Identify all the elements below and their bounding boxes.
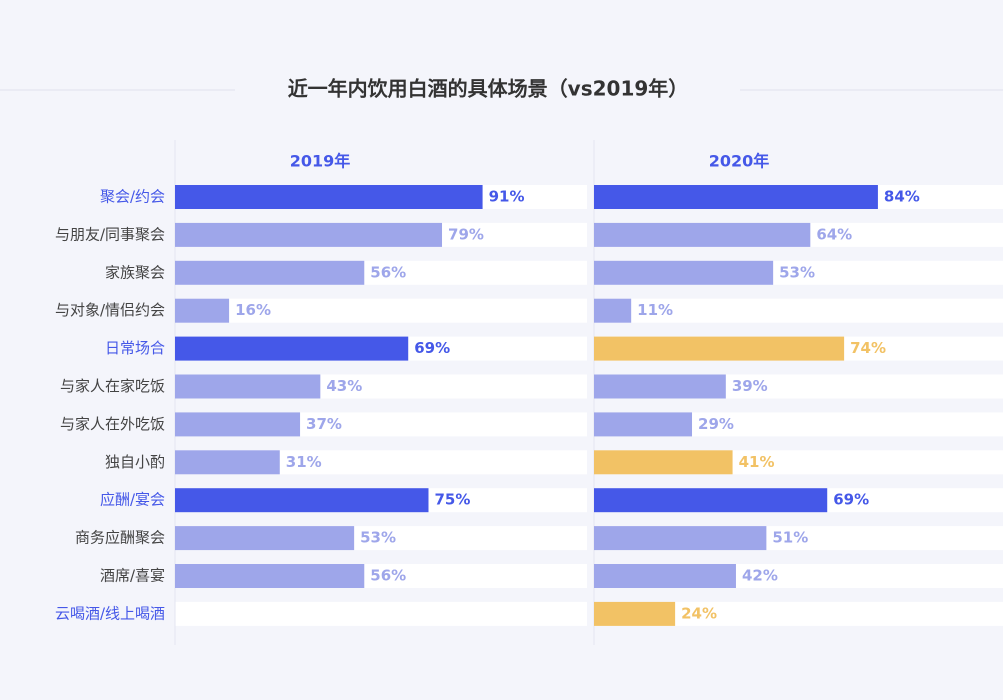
row-stripe xyxy=(175,601,587,626)
value-label: 53% xyxy=(360,529,396,547)
value-label: 41% xyxy=(739,453,775,471)
category-label: 日常场合 xyxy=(105,339,165,357)
bar xyxy=(594,222,811,247)
value-label: 37% xyxy=(306,415,342,433)
bar xyxy=(175,412,301,437)
bar xyxy=(594,260,774,285)
bar xyxy=(175,260,365,285)
value-label: 56% xyxy=(370,263,406,281)
panel-header: 2019年 xyxy=(290,152,351,171)
bar xyxy=(175,450,280,475)
value-label: 42% xyxy=(742,567,778,585)
value-label: 79% xyxy=(448,225,484,243)
bar xyxy=(594,601,676,626)
bar xyxy=(594,336,845,361)
category-label: 应酬/宴会 xyxy=(100,491,165,509)
bar xyxy=(175,185,483,209)
value-label: 64% xyxy=(816,225,852,243)
category-label: 商务应酬聚会 xyxy=(75,529,165,547)
bar xyxy=(594,564,736,588)
value-label: 74% xyxy=(850,339,886,357)
row-stripe xyxy=(594,298,1003,323)
category-label: 与家人在家吃饭 xyxy=(60,377,165,395)
value-label: 84% xyxy=(884,188,920,206)
value-label: 75% xyxy=(435,491,471,509)
category-label: 酒席/喜宴 xyxy=(100,567,165,585)
value-label: 39% xyxy=(732,377,768,395)
bar xyxy=(594,488,828,513)
value-label: 69% xyxy=(414,339,450,357)
value-label: 24% xyxy=(681,604,717,622)
bar xyxy=(175,298,230,323)
bar xyxy=(175,488,429,513)
chart-title: 近一年内饮用白酒的具体场景（vs2019年） xyxy=(288,77,689,101)
bar xyxy=(175,336,409,361)
bar xyxy=(594,450,733,475)
value-label: 11% xyxy=(637,301,673,319)
bar xyxy=(175,564,365,588)
panel-header: 2020年 xyxy=(709,152,770,171)
value-label: 31% xyxy=(286,453,322,471)
category-label: 家族聚会 xyxy=(105,263,165,281)
row-stripe xyxy=(175,298,587,323)
value-label: 43% xyxy=(326,377,362,395)
category-label: 与朋友/同事聚会 xyxy=(55,225,165,243)
value-label: 56% xyxy=(370,567,406,585)
value-label: 51% xyxy=(772,529,808,547)
category-label: 独自小酌 xyxy=(105,453,165,471)
category-label: 与对象/情侣约会 xyxy=(55,301,165,319)
bar xyxy=(594,374,726,399)
value-label: 91% xyxy=(489,188,525,206)
value-label: 69% xyxy=(833,491,869,509)
bar xyxy=(594,298,632,323)
bar xyxy=(175,222,443,247)
category-label: 云喝酒/线上喝酒 xyxy=(55,604,165,622)
value-label: 29% xyxy=(698,415,734,433)
bar xyxy=(175,526,355,551)
bar xyxy=(594,526,767,551)
category-label: 聚会/约会 xyxy=(100,188,165,206)
value-label: 53% xyxy=(779,263,815,281)
bar xyxy=(594,185,878,209)
bar xyxy=(175,374,321,399)
bar xyxy=(594,412,693,437)
category-label: 与家人在外吃饭 xyxy=(60,415,165,433)
value-label: 16% xyxy=(235,301,271,319)
